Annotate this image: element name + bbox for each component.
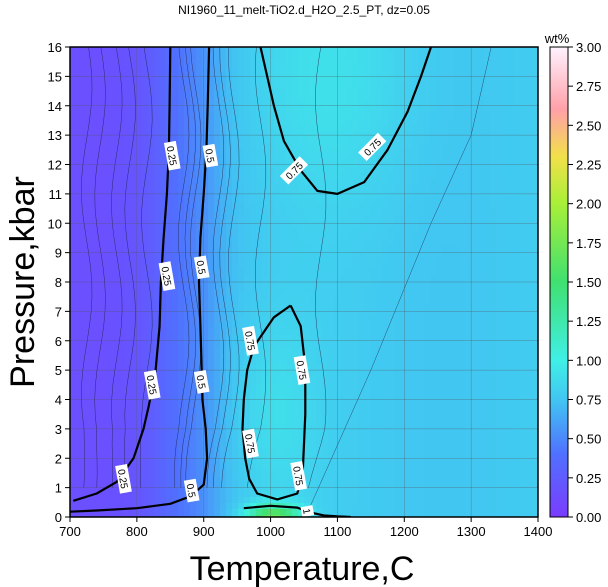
colorbar-tick-label: 1.00 — [576, 353, 601, 368]
y-tick-label: 2 — [55, 451, 62, 466]
contour-label: 1 — [300, 505, 315, 517]
colorbar-tick-label: 2.75 — [576, 79, 601, 94]
contour-0_75-line — [259, 47, 433, 195]
contour-label: 0.75 — [290, 461, 307, 491]
colorbar-tick-label: 1.50 — [576, 275, 601, 290]
colorbar-tick-label: 0.25 — [576, 471, 601, 486]
contour-label: 0.75 — [293, 355, 311, 385]
y-tick-label: 10 — [48, 216, 62, 231]
colorbar-tick-label: 1.25 — [576, 314, 601, 329]
contour-label: 0.25 — [144, 369, 161, 400]
colorbar-tick-label: 2.00 — [576, 197, 601, 212]
colorbar-tick-label: 1.75 — [576, 236, 601, 251]
y-tick-label: 15 — [48, 69, 62, 84]
contour-label: 0.75 — [242, 325, 259, 356]
y-tick-label: 16 — [48, 40, 62, 55]
colorbar-tick-label: 0.50 — [576, 432, 601, 447]
y-tick-label: 5 — [55, 363, 62, 378]
y-tick-label: 9 — [55, 246, 62, 261]
x-tick-label: 1200 — [390, 524, 419, 539]
colorbar-tick-label: 0.75 — [576, 393, 601, 408]
contour-label: 0.25 — [164, 140, 181, 171]
plot-area: 0.25 0.25 0.25 0.25 0.5 0.5 0.5 0.5 0.75 0.75 0.75… — [70, 47, 538, 517]
colorbar-scale — [549, 46, 569, 518]
grid-lines — [70, 47, 538, 517]
y-tick-label: 8 — [55, 275, 62, 290]
y-axis-label: Pressure,kbar — [4, 176, 42, 388]
x-tick-label: 800 — [126, 524, 148, 539]
colorbar-tick-label: 3.00 — [576, 40, 601, 55]
contour-label: 0.25 — [115, 463, 132, 494]
x-tick-label: 900 — [193, 524, 215, 539]
x-axis-ticks: 700 800 900 1000 1100 1200 1300 1400 — [59, 517, 552, 539]
colorbar-ticks: 0.00 0.25 0.50 0.75 1.00 1.25 1.50 1.75 2.00 2.25… — [568, 40, 601, 525]
y-tick-label: 1 — [55, 481, 62, 496]
y-tick-label: 11 — [49, 187, 63, 202]
x-tick-label: 700 — [59, 524, 81, 539]
contour-label: 0.5 — [194, 255, 210, 280]
x-tick-label: 1400 — [524, 524, 553, 539]
y-tick-label: 7 — [55, 304, 62, 319]
colorbar-tick-label: 2.50 — [576, 118, 601, 133]
y-tick-label: 6 — [55, 334, 62, 349]
contour-label: 0.75 — [242, 428, 259, 459]
y-tick-label: 3 — [55, 422, 62, 437]
y-tick-label: 14 — [48, 99, 62, 114]
contour-0_5-line — [70, 47, 211, 513]
contour-label: 0.5 — [194, 370, 210, 394]
colorbar-label: wt% — [544, 31, 570, 46]
contour-label: 0.5 — [184, 478, 200, 503]
y-tick-label: 12 — [48, 158, 62, 173]
colorbar: wt% 0.00 0.25 0.50 0.75 1.00 1.25 1.50 1.75 2.00… — [544, 31, 602, 525]
x-tick-label: 1000 — [256, 524, 285, 539]
y-tick-label: 13 — [48, 128, 62, 143]
y-tick-label: 4 — [55, 393, 62, 408]
contour-labels: 0.25 0.25 0.25 0.25 0.5 0.5 0.5 0.5 0.75 0.75 0.75… — [115, 132, 387, 517]
x-axis-label: Temperature,C — [190, 550, 415, 587]
chart-title: NI1960_11_melt-TiO2.d_H2O_2.5_PT, dz=0.0… — [178, 3, 430, 17]
colorbar-tick-label: 0.00 — [576, 510, 601, 525]
colorbar-tick-label: 2.25 — [576, 158, 601, 173]
contour-label: 0.25 — [158, 261, 176, 291]
x-tick-label: 1300 — [457, 524, 486, 539]
x-tick-label: 1100 — [323, 524, 351, 539]
thin-contours — [81, 47, 492, 506]
y-tick-label: 0 — [55, 510, 62, 525]
contour-label: 0.5 — [202, 143, 219, 168]
